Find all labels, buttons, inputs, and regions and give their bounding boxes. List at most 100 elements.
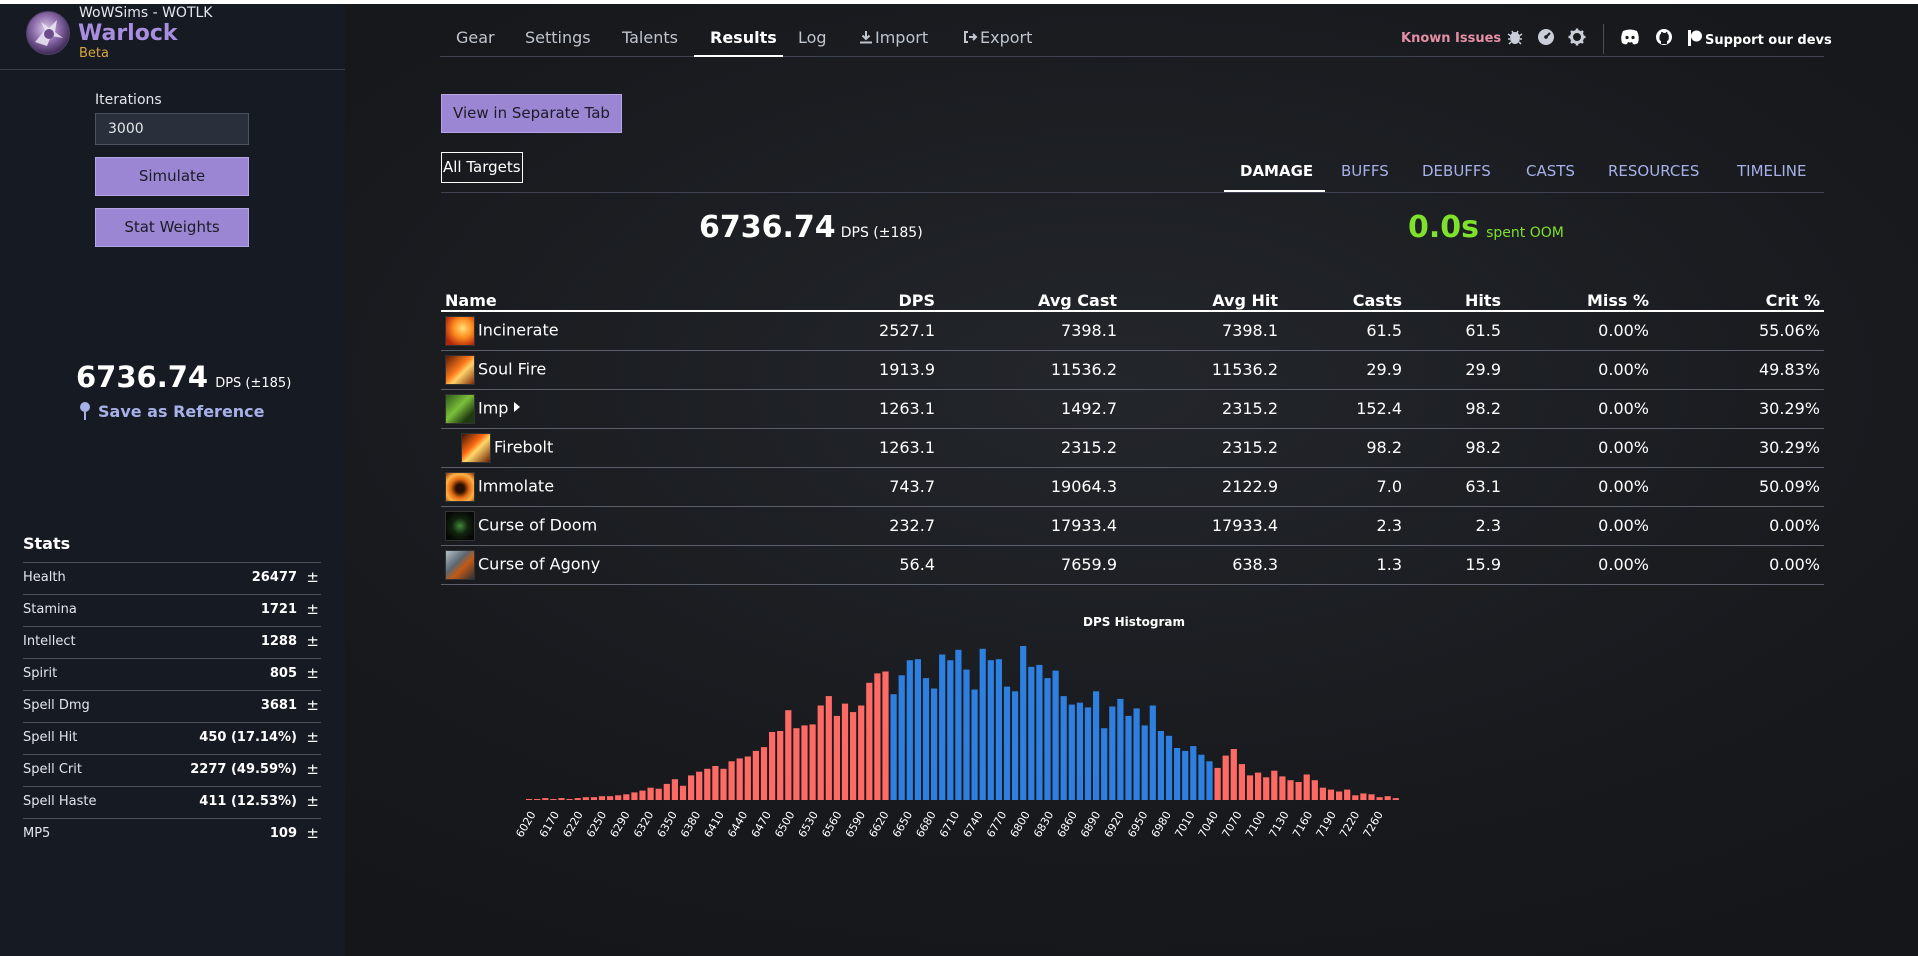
histogram-bar[interactable] [615,795,622,800]
histogram-bar[interactable] [1165,735,1173,800]
histogram-bar[interactable] [995,659,1002,800]
histogram-bar[interactable] [1068,704,1075,800]
histogram-bar[interactable] [760,747,768,800]
histogram-bar[interactable] [1360,793,1367,800]
histogram-bar[interactable] [1125,715,1132,800]
histogram-bar[interactable] [1246,775,1254,800]
histogram-bar[interactable] [1263,777,1270,800]
histogram-bar[interactable] [1149,705,1156,801]
histogram-bar[interactable] [1238,764,1245,800]
histogram-bar[interactable] [1384,796,1391,800]
histogram-bar[interactable] [1279,776,1286,800]
histogram-bar[interactable] [1222,755,1229,800]
histogram-bar[interactable] [1271,770,1278,800]
histogram-bar[interactable] [1044,678,1051,800]
github-icon[interactable] [1655,28,1673,46]
column-header[interactable]: Crit % [1653,286,1824,312]
tab-log[interactable]: Log [798,28,827,47]
tab-export[interactable]: Export [963,28,1032,47]
histogram-bar[interactable] [939,654,946,801]
histogram-bar[interactable] [696,771,703,800]
histogram-bar[interactable] [817,705,824,801]
histogram-bar[interactable] [623,794,630,800]
histogram-bar[interactable] [526,799,533,800]
histogram-bar[interactable] [631,792,638,800]
histogram-bar[interactable] [1012,691,1019,800]
histogram-bar[interactable] [1109,706,1116,801]
histogram-bar[interactable] [1368,794,1375,800]
histogram-bar[interactable] [777,731,784,800]
histogram-bar[interactable] [1076,702,1083,800]
histogram-bar[interactable] [955,649,962,800]
histogram-bar[interactable] [534,799,541,800]
histogram-bar[interactable] [1190,746,1197,800]
histogram-bar[interactable] [793,728,800,800]
discord-icon[interactable] [1620,28,1640,46]
histogram-bar[interactable] [704,768,711,800]
histogram-bar[interactable] [785,710,792,800]
histogram-bar[interactable] [1101,728,1108,800]
histogram-bar[interactable] [1020,646,1027,800]
histogram-bar[interactable] [590,797,597,800]
histogram-bar[interactable] [931,688,938,801]
histogram-bar[interactable] [1287,780,1294,800]
all-targets-select[interactable]: All Targets [441,152,523,183]
histogram-bar[interactable] [728,761,735,800]
histogram-bar[interactable] [841,703,849,800]
histogram-bar[interactable] [1295,782,1302,800]
histogram-bar[interactable] [1036,664,1043,800]
iterations-input[interactable] [95,113,249,145]
histogram-bar[interactable] [874,673,881,800]
tab-results[interactable]: Results [710,28,777,47]
histogram-bar[interactable] [866,682,873,800]
histogram-bar[interactable] [598,796,606,800]
subtab-resources[interactable]: RESOURCES [1608,162,1700,180]
histogram-bar[interactable] [688,775,695,800]
table-row[interactable]: Imp 1263.1 1492.7 2315.2 152.4 98.2 0.00… [441,389,1824,429]
histogram-bar[interactable] [825,696,832,800]
histogram-bar[interactable] [1060,696,1067,800]
stat-modifier-button[interactable]: ± [306,568,319,586]
histogram-bar[interactable] [752,750,759,800]
histogram-bar[interactable] [639,790,646,800]
histogram-bar[interactable] [1052,670,1059,800]
histogram-bar[interactable] [858,705,865,801]
column-header[interactable]: Name [441,286,733,312]
stat-modifier-button[interactable]: ± [306,728,319,746]
histogram-bar[interactable] [1230,749,1237,800]
histogram-bar[interactable] [1376,797,1383,800]
histogram-bar[interactable] [1084,707,1092,800]
histogram-bar[interactable] [1117,698,1124,800]
histogram-bar[interactable] [898,675,905,800]
column-header[interactable]: Avg Cast [939,286,1121,312]
histogram-bar[interactable] [566,799,573,800]
subtab-buffs[interactable]: BUFFS [1341,162,1389,180]
histogram-bar[interactable] [1311,780,1318,800]
histogram-bar[interactable] [1303,774,1310,801]
subtab-damage[interactable]: DAMAGE [1240,162,1314,180]
histogram-bar[interactable] [1319,787,1326,800]
histogram-bar[interactable] [542,798,549,800]
column-header[interactable]: Avg Hit [1121,286,1282,312]
column-header[interactable]: DPS [733,286,939,312]
column-header[interactable]: Hits [1406,286,1505,312]
tab-talents[interactable]: Talents [622,28,678,47]
histogram-bar[interactable] [550,799,557,800]
histogram-bar[interactable] [1352,795,1359,800]
stat-modifier-button[interactable]: ± [306,760,319,778]
histogram-bar[interactable] [1344,789,1351,800]
histogram-bar[interactable] [712,766,719,800]
histogram-bar[interactable] [744,756,751,801]
histogram-bar[interactable] [801,725,808,800]
histogram-bar[interactable] [963,669,970,800]
histogram-bar[interactable] [1214,767,1221,800]
tab-gear[interactable]: Gear [456,28,495,47]
histogram-bar[interactable] [558,798,565,800]
histogram-bar[interactable] [914,659,921,800]
support-link[interactable]: Support our devs [1688,30,1832,48]
histogram-bar[interactable] [947,660,954,800]
histogram-bar[interactable] [882,671,889,801]
histogram-bar[interactable] [736,758,743,800]
column-header[interactable]: Miss % [1505,286,1653,312]
gauge-icon[interactable] [1537,28,1555,46]
